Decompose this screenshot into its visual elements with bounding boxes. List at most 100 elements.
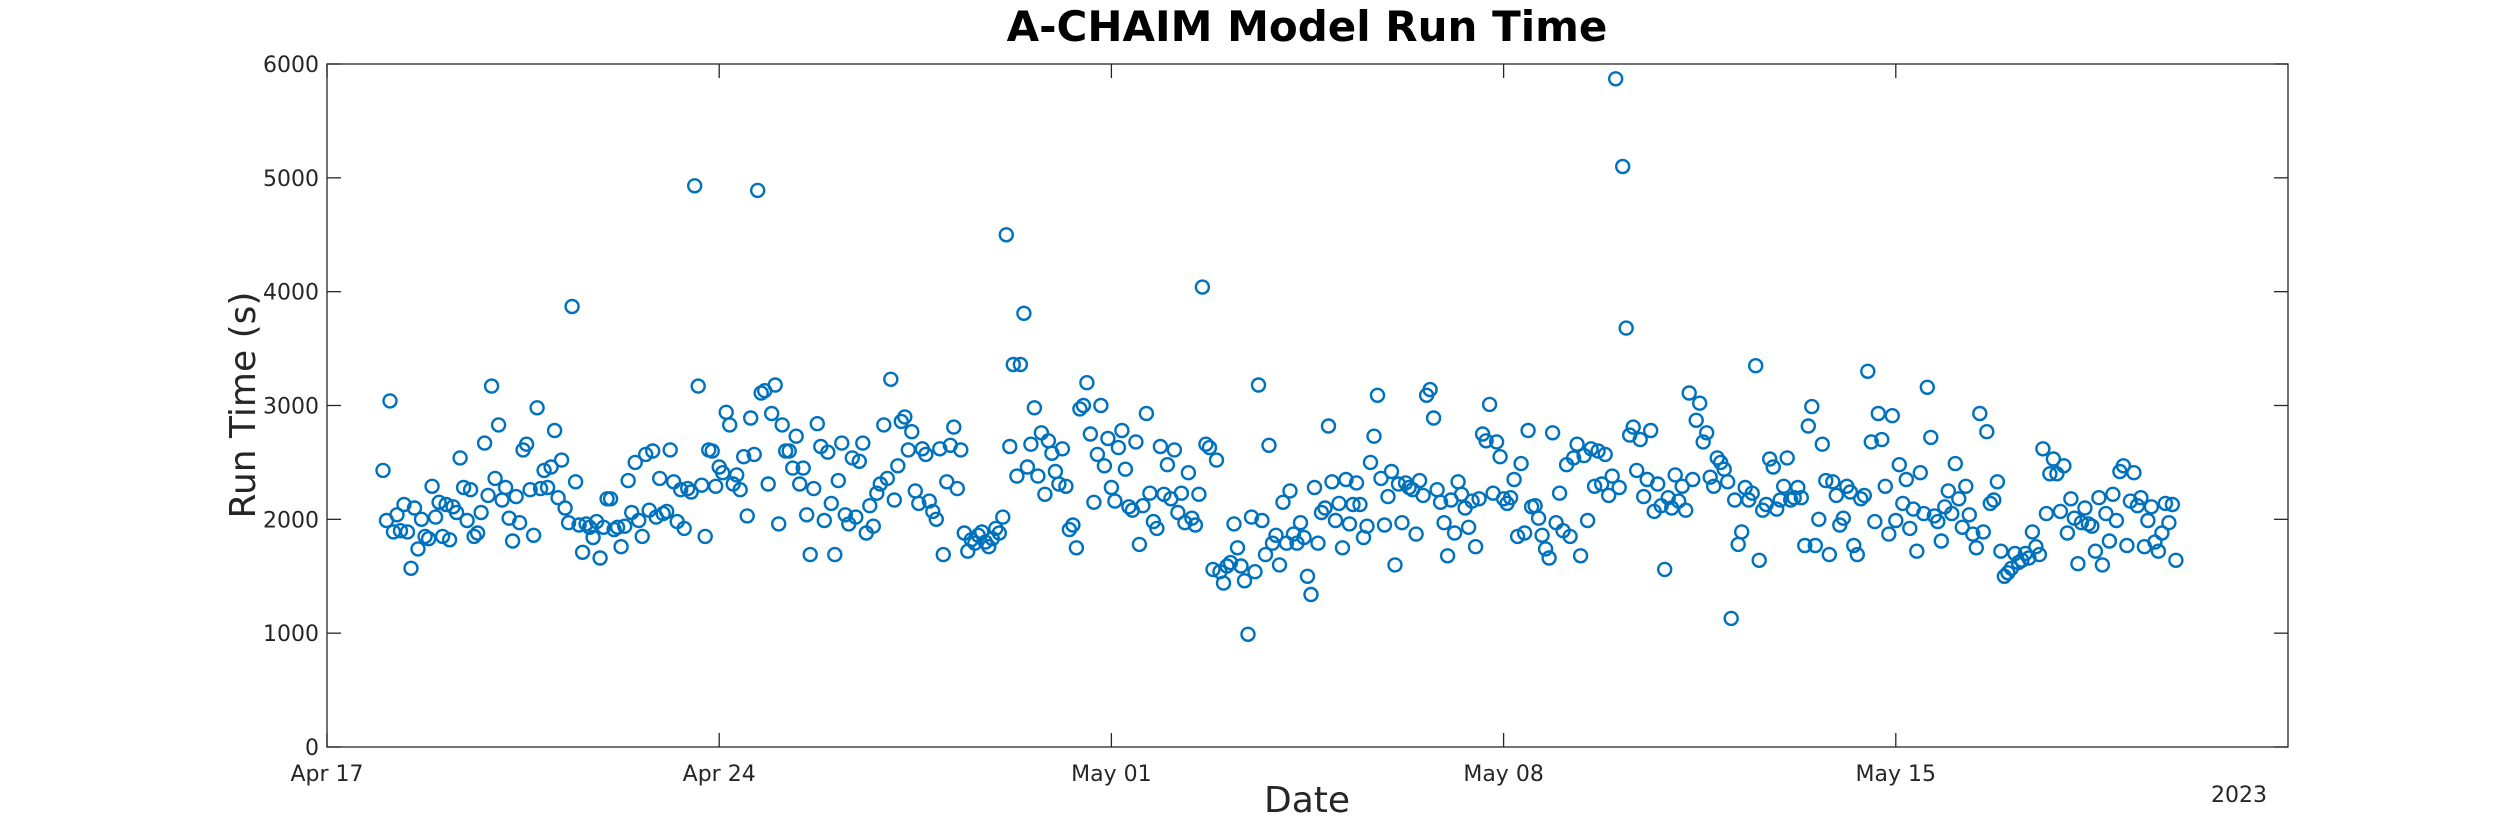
- data-point: [1114, 422, 1130, 439]
- data-point: [879, 470, 895, 487]
- data-point: [487, 470, 503, 487]
- data-point: [1909, 543, 1925, 559]
- data-point: [1135, 498, 1151, 514]
- data-point: [935, 546, 951, 563]
- data-point: [403, 560, 419, 576]
- data-point: [1019, 459, 1036, 475]
- data-point: [2059, 525, 2076, 541]
- data-point: [1439, 548, 1456, 564]
- data-point: [1551, 485, 1568, 501]
- data-point: [1747, 358, 1764, 374]
- data-point: [1194, 279, 1211, 295]
- data-point: [1089, 446, 1106, 463]
- data-point: [1874, 431, 1890, 448]
- data-point: [722, 417, 738, 433]
- data-point: [1376, 517, 1393, 533]
- y-tick-label: 3000: [263, 395, 319, 420]
- data-point: [662, 442, 678, 458]
- data-point: [925, 503, 941, 520]
- data-point: [1958, 478, 1974, 494]
- data-point: [1793, 490, 1810, 506]
- data-point: [652, 470, 668, 487]
- data-point: [1604, 468, 1620, 484]
- data-point: [1271, 557, 1288, 573]
- data-point: [953, 442, 969, 458]
- data-point: [431, 494, 447, 510]
- data-point: [1117, 461, 1134, 477]
- y-tick-label: 1000: [263, 622, 319, 647]
- data-point: [1611, 479, 1627, 496]
- data-point: [529, 400, 545, 416]
- data-point: [1488, 434, 1505, 450]
- data-point: [438, 496, 454, 513]
- data-point: [1667, 467, 1683, 483]
- data-point: [1425, 410, 1442, 426]
- data-point: [1797, 537, 1813, 554]
- data-point: [795, 460, 811, 476]
- data-point: [1030, 468, 1046, 484]
- data-point: [1586, 478, 1603, 494]
- data-point: [746, 446, 762, 463]
- data-point: [1502, 490, 1519, 506]
- data-point: [2143, 499, 2160, 515]
- data-point: [739, 508, 755, 524]
- data-point: [1159, 457, 1176, 473]
- data-point: [890, 458, 906, 474]
- data-point: [1296, 529, 1312, 546]
- data-point: [1411, 472, 1428, 489]
- data-point: [459, 512, 475, 529]
- data-point: [448, 504, 465, 521]
- x-tick-label: Apr 17: [290, 762, 363, 787]
- data-point: [848, 509, 864, 525]
- data-point: [1233, 558, 1249, 574]
- data-point: [2119, 537, 2135, 554]
- data-point: [1254, 512, 1270, 529]
- data-point: [680, 480, 696, 497]
- data-point: [1166, 442, 1183, 458]
- data-point: [1299, 568, 1316, 584]
- data-point: [1649, 476, 1666, 492]
- data-point: [1016, 305, 1032, 321]
- data-point: [1338, 471, 1354, 488]
- data-point: [1860, 363, 1876, 379]
- data-point: [1026, 400, 1043, 416]
- data-point: [1275, 494, 1291, 510]
- data-point: [613, 539, 629, 555]
- data-point: [2150, 543, 2167, 559]
- data-point: [690, 378, 706, 394]
- data-point: [1226, 516, 1242, 532]
- data-point: [659, 503, 675, 520]
- data-point: [2045, 451, 2062, 467]
- data-point: [1513, 455, 1529, 472]
- data-point: [476, 435, 493, 451]
- data-point: [1579, 512, 1596, 529]
- data-point: [1786, 490, 1802, 506]
- data-point: [1695, 434, 1711, 450]
- data-point: [998, 227, 1014, 243]
- data-point: [1656, 561, 1673, 578]
- data-point: [2126, 465, 2142, 481]
- data-point: [1688, 412, 1704, 428]
- data-point: [497, 479, 514, 496]
- data-point: [995, 509, 1011, 525]
- data-point: [1681, 385, 1697, 401]
- data-point: [764, 405, 780, 422]
- data-point: [1320, 418, 1337, 434]
- data-point: [974, 524, 990, 540]
- data-point: [1481, 396, 1498, 413]
- data-point: [1317, 500, 1333, 516]
- data-point: [2091, 490, 2107, 506]
- data-point: [1625, 419, 1641, 435]
- data-point: [2115, 458, 2132, 474]
- data-point: [1660, 490, 1676, 506]
- data-point: [760, 476, 776, 492]
- data-point: [382, 393, 398, 409]
- data-point: [1986, 492, 2002, 508]
- y-tick-label: 6000: [263, 53, 319, 78]
- data-point: [1530, 510, 1547, 526]
- data-point: [1191, 486, 1207, 502]
- data-point: [1261, 437, 1277, 453]
- data-point: [2154, 525, 2170, 541]
- data-point: [1853, 491, 1869, 507]
- data-point: [886, 492, 902, 508]
